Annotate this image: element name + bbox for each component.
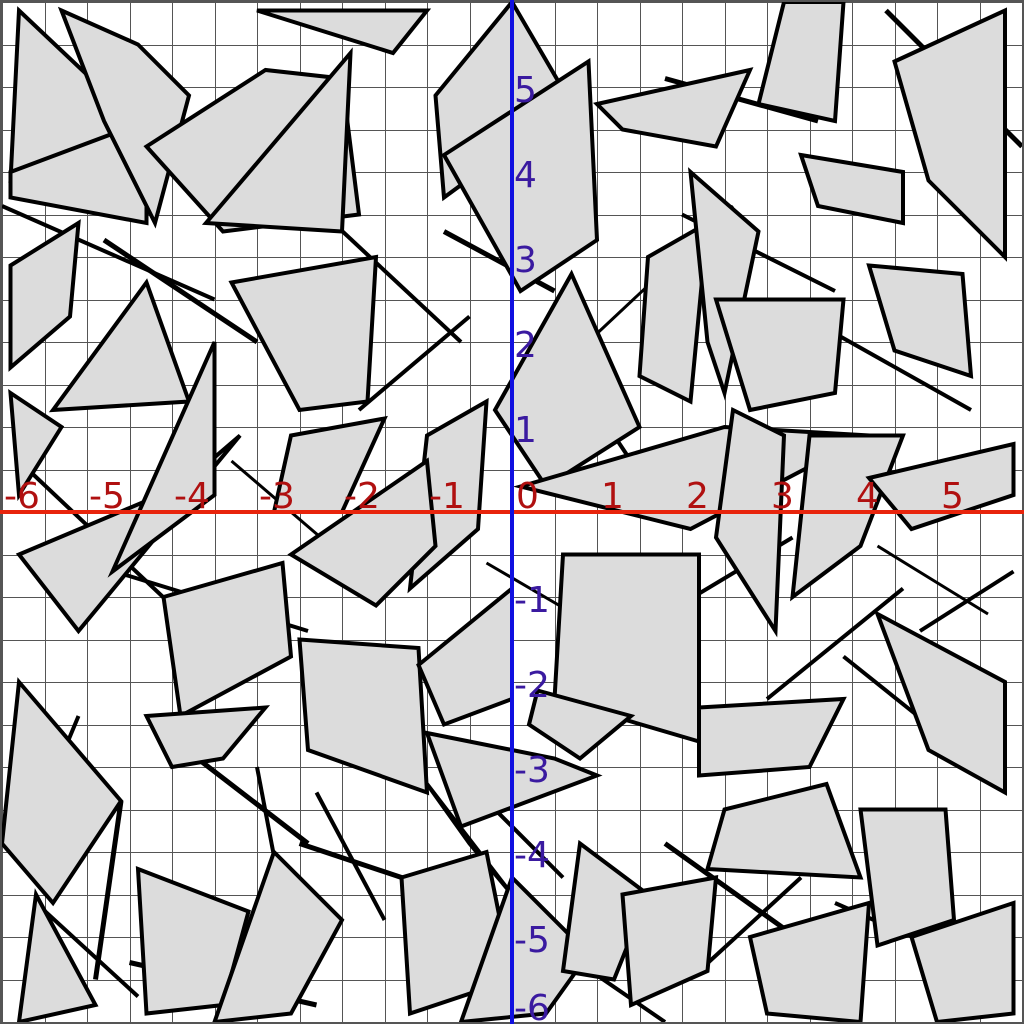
polygon-shape	[713, 297, 846, 413]
polygon-shape	[873, 609, 1007, 796]
y-tick-label: 5	[514, 70, 537, 111]
polygon-shape	[697, 696, 847, 778]
line-segment	[765, 586, 905, 701]
polygon-shape	[441, 57, 600, 294]
polygon-shape	[866, 263, 974, 379]
polygon-shape	[297, 637, 430, 796]
x-tick-label: 1	[601, 476, 624, 517]
polygon-shape	[704, 781, 864, 880]
polygon-shape	[909, 900, 1016, 1024]
x-tick-label: -2	[344, 476, 380, 517]
line-segment	[195, 756, 310, 846]
x-tick-label: 4	[856, 476, 879, 517]
line-segment	[332, 221, 463, 344]
line-segment	[34, 901, 140, 998]
y-tick-label: -6	[514, 988, 550, 1024]
line-segment	[314, 791, 387, 921]
x-axis-tick-labels: -6 -5 -4 -3 -2 -1 0 1 2 3 4 5	[4, 476, 964, 517]
y-axis-tick-labels: 5 4 3 2 1 -1 -2 -3 -4 -5 -6	[514, 70, 550, 1024]
y-tick-label: 1	[514, 410, 537, 451]
x-tick-label: -1	[429, 476, 465, 517]
y-tick-label: 2	[514, 325, 537, 366]
y-tick-label: -4	[514, 835, 550, 876]
x-tick-label: 0	[516, 476, 539, 517]
polygon-shape	[8, 389, 65, 502]
polygon-shape	[637, 219, 710, 405]
polygon-shape	[593, 67, 754, 149]
polygon-shape	[201, 47, 353, 234]
line-segment	[663, 841, 786, 931]
y-tick-label: -3	[514, 750, 550, 791]
x-tick-label: -4	[174, 476, 210, 517]
line-segment	[1, 204, 216, 302]
y-tick-label: -1	[514, 580, 550, 621]
polygon-shape	[492, 269, 643, 490]
polygon-shape	[161, 560, 294, 720]
y-tick-label: -2	[514, 665, 550, 706]
polygon-shape	[798, 152, 905, 226]
line-segment	[876, 544, 989, 616]
y-tick-label: 3	[514, 240, 537, 281]
polygon-shape	[858, 807, 957, 949]
x-tick-label: 3	[771, 476, 794, 517]
polygon-shape	[458, 873, 592, 1024]
polygon-shape	[287, 457, 438, 609]
polygon-shape	[143, 705, 271, 770]
x-tick-label: -3	[259, 476, 295, 517]
line-segment	[697, 876, 803, 973]
y-tick-label: -5	[514, 920, 550, 961]
polygon-shape	[211, 848, 345, 1024]
polygon-shape	[0, 677, 124, 907]
polygon-shape	[526, 688, 636, 761]
polygon-shape	[688, 167, 761, 401]
polygon-shape	[892, 7, 1007, 262]
polygon-shape	[713, 406, 787, 638]
polygon-shape	[16, 888, 99, 1024]
x-tick-label: -6	[4, 476, 40, 517]
x-tick-label: -5	[89, 476, 125, 517]
line-segment	[834, 331, 972, 412]
line-segment	[93, 800, 124, 980]
x-tick-label: 2	[686, 476, 709, 517]
polygon-shape	[48, 278, 192, 413]
polygon-shape	[620, 875, 719, 1008]
x-tick-label: 5	[941, 476, 964, 517]
polygon-shape	[107, 341, 217, 578]
y-tick-label: 4	[514, 155, 537, 196]
polygon-shape	[8, 118, 149, 226]
polygon-shape	[8, 219, 81, 372]
polygon-shape	[228, 254, 379, 413]
line-segment	[102, 237, 259, 345]
polygon-shape	[256, 8, 432, 56]
